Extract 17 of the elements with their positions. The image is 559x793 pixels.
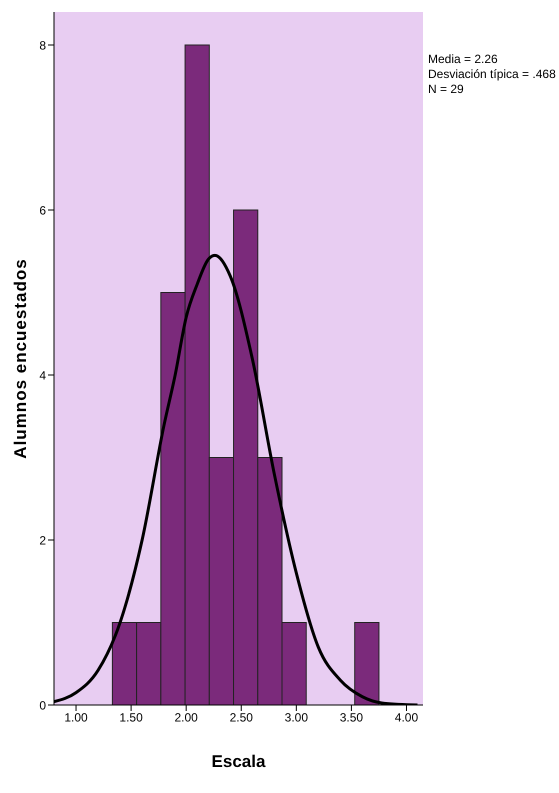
y-tick-label: 2 <box>39 533 46 548</box>
y-tick-label: 8 <box>39 38 46 52</box>
y-axis-title: Alumnos encuestados <box>11 258 30 459</box>
x-tick-label: 4.00 <box>394 710 418 725</box>
x-tick-label: 3.50 <box>340 710 364 725</box>
x-tick-label: 1.50 <box>119 710 144 725</box>
y-tick-label: 4 <box>39 368 46 382</box>
y-tick-label: 0 <box>39 698 46 712</box>
x-tick-label: 3.00 <box>284 710 308 725</box>
x-tick-label: 1.00 <box>64 710 88 725</box>
text: Media = 2.26 <box>428 52 499 67</box>
x-tick-label: 2.00 <box>174 710 198 725</box>
text: Desviación típica = .468 <box>428 67 556 82</box>
y-tick-label: 6 <box>39 203 46 218</box>
x-axis-title: Escala <box>212 752 266 771</box>
text: N = 29 <box>428 82 465 97</box>
x-tick-label: 2.50 <box>230 710 254 725</box>
